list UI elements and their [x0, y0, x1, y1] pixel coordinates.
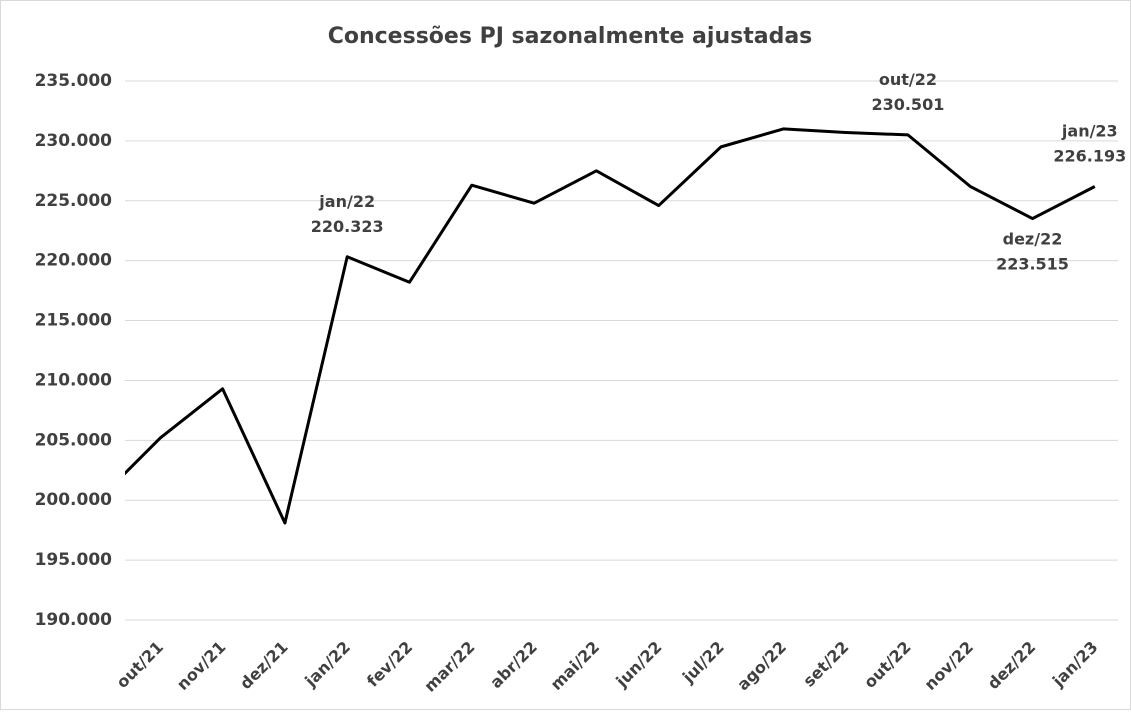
y-tick-label: 220.000 — [35, 251, 113, 271]
data-label: 226.193 — [1053, 146, 1126, 165]
annotation-category: jan/22 — [318, 192, 375, 211]
y-tick-label: 210.000 — [35, 370, 113, 390]
data-label: 223.515 — [996, 255, 1069, 274]
y-tick-label: 200.000 — [35, 490, 113, 510]
data-label: 220.323 — [311, 217, 384, 236]
y-tick-label: 215.000 — [35, 311, 113, 331]
y-tick-label: 195.000 — [35, 550, 113, 570]
y-tick-label: 230.000 — [35, 131, 113, 151]
y-tick-label: 225.000 — [35, 191, 113, 211]
y-tick-label: 235.000 — [35, 71, 113, 91]
data-label: 230.501 — [871, 95, 944, 114]
annotation-category: out/22 — [879, 70, 937, 89]
chart-title: Concessões PJ sazonalmente ajustadas — [328, 24, 813, 49]
y-tick-label: 205.000 — [35, 430, 113, 450]
line — [125, 127, 1096, 525]
y-tick-label: 190.000 — [35, 610, 113, 630]
annotation-category: jan/23 — [1061, 121, 1118, 140]
annotation-category: dez/22 — [1003, 230, 1063, 249]
